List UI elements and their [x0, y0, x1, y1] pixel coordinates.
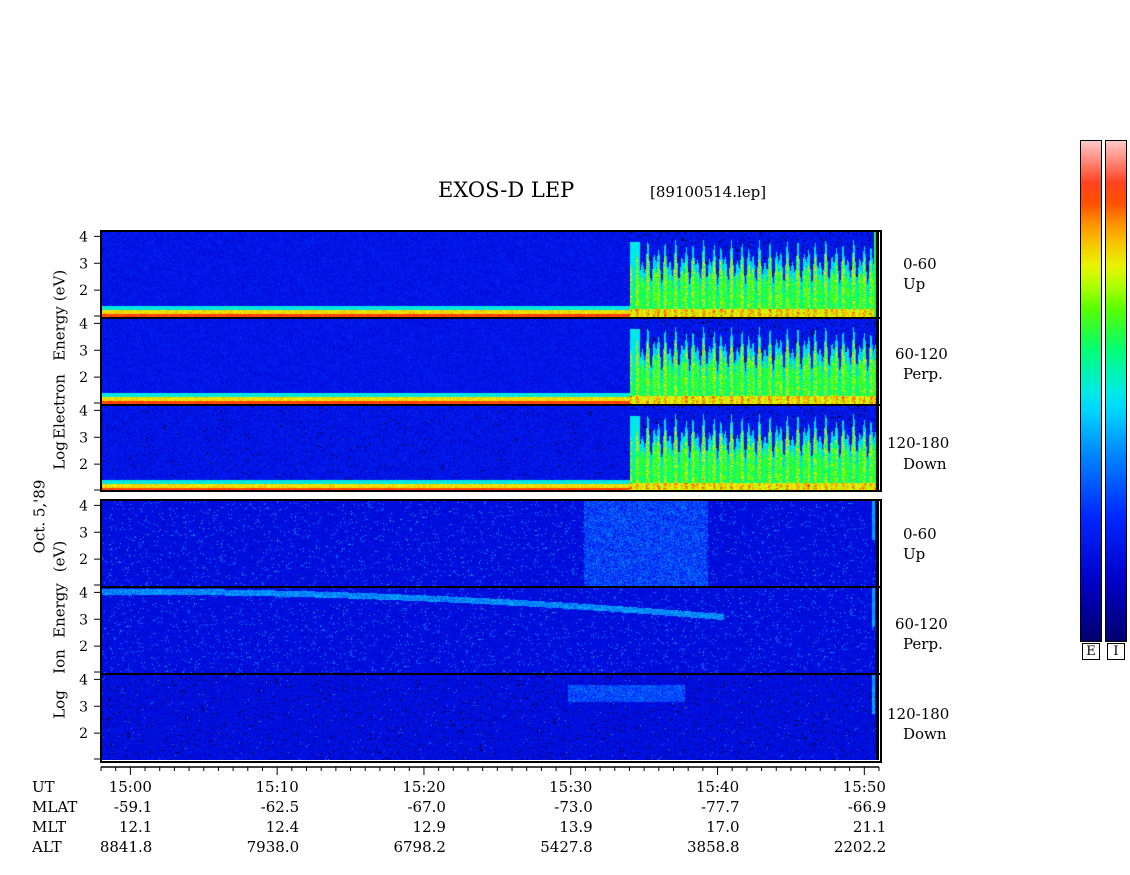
- y-tick-label: 3: [79, 525, 88, 541]
- orbit-cell: 6798.2: [393, 838, 446, 856]
- orbit-cell: -73.0: [554, 798, 593, 816]
- orbit-cell: 7938.0: [246, 838, 300, 856]
- ion-divider-1: [100, 586, 882, 588]
- e-up-direction: Up: [903, 275, 926, 293]
- y-tick-label: 4: [79, 672, 88, 688]
- ion-spectrogram-down: [101, 674, 879, 760]
- orbit-cell: 2202.2: [833, 838, 887, 856]
- orbit-cell: 15:00: [108, 778, 152, 796]
- orbit-cell: 12.4: [265, 818, 300, 836]
- figure-title: EXOS-D LEP: [438, 178, 575, 202]
- orbit-row-label: MLAT: [32, 798, 78, 816]
- orbit-cell: 15:20: [402, 778, 446, 796]
- e-perp-direction: Perp.: [903, 365, 943, 383]
- electron-colorbar-tag: E: [1082, 643, 1100, 660]
- orbit-cell: 17.0: [706, 818, 740, 836]
- e-down-direction: Down: [903, 455, 947, 473]
- i-up-angle: 0-60: [903, 525, 937, 543]
- e-down-angle: 120-180: [887, 434, 950, 452]
- i-up-direction: Up: [903, 545, 926, 563]
- y-tick-label: 4: [79, 403, 88, 419]
- orbit-cell: 5427.8: [540, 838, 593, 856]
- ion-colorbar-tag: I: [1107, 643, 1125, 660]
- y-tick-label: 3: [79, 612, 88, 628]
- y-tick-label: 3: [79, 343, 88, 359]
- orbit-cell: 12.1: [118, 818, 153, 836]
- y-tick-label: 4: [79, 316, 88, 332]
- electron-spectrogram-up: [101, 231, 879, 317]
- orbit-cell: -66.9: [847, 798, 887, 816]
- ion-divider-2: [100, 673, 882, 675]
- y-tick-label: 3: [79, 699, 88, 715]
- y-tick-label: 3: [79, 256, 88, 272]
- orbit-cell: -77.7: [701, 798, 740, 816]
- i-perp-angle: 60-120: [895, 615, 948, 633]
- y-tick-label: 2: [79, 639, 88, 655]
- y-tick-label: 2: [79, 283, 88, 299]
- orbit-cell: 8841.8: [99, 838, 153, 856]
- y-tick-label: 4: [79, 498, 88, 514]
- orbit-cell: -62.5: [260, 798, 300, 816]
- i-down-direction: Down: [903, 725, 947, 743]
- orbit-cell: 21.1: [852, 818, 887, 836]
- e-perp-angle: 60-120: [895, 345, 948, 363]
- orbit-cell: 12.9: [412, 818, 446, 836]
- ion-colorbar: [1105, 140, 1127, 642]
- i-perp-direction: Perp.: [903, 635, 943, 653]
- file-id: [89100514.lep]: [650, 183, 767, 201]
- orbit-cell: 15:10: [255, 778, 299, 796]
- orbit-cell: -59.1: [113, 798, 153, 816]
- orbit-cell: 15:50: [842, 778, 886, 796]
- electron-spectrogram-perp: [101, 318, 879, 404]
- electron-colorbar: [1080, 140, 1102, 642]
- ion-spectrogram-perp: [101, 587, 879, 673]
- y-tick-label: 2: [79, 552, 88, 568]
- e-up-angle: 0-60: [903, 255, 937, 273]
- i-down-angle: 120-180: [887, 705, 950, 723]
- y-tick-label: 3: [79, 430, 88, 446]
- orbit-row-label: UT: [32, 778, 55, 796]
- orbit-row-label: ALT: [32, 838, 62, 856]
- electron-divider-2: [100, 404, 882, 406]
- orbit-cell: 15:30: [549, 778, 593, 796]
- y-tick-label: 2: [79, 457, 88, 473]
- y-tick-label: 4: [79, 229, 88, 245]
- orbit-cell: -67.0: [407, 798, 446, 816]
- y-tick-label: 2: [79, 726, 88, 742]
- orbit-row-label: MLT: [32, 818, 67, 836]
- electron-divider-1: [100, 317, 882, 319]
- electron-spectrogram-down: [101, 405, 879, 491]
- orbit-cell: 15:40: [695, 778, 740, 796]
- y-tick-label: 2: [79, 370, 88, 386]
- orbit-cell: 3858.8: [687, 838, 740, 856]
- orbit-cell: 13.9: [559, 818, 593, 836]
- ion-spectrogram-up: [101, 500, 879, 586]
- y-tick-label: 4: [79, 585, 88, 601]
